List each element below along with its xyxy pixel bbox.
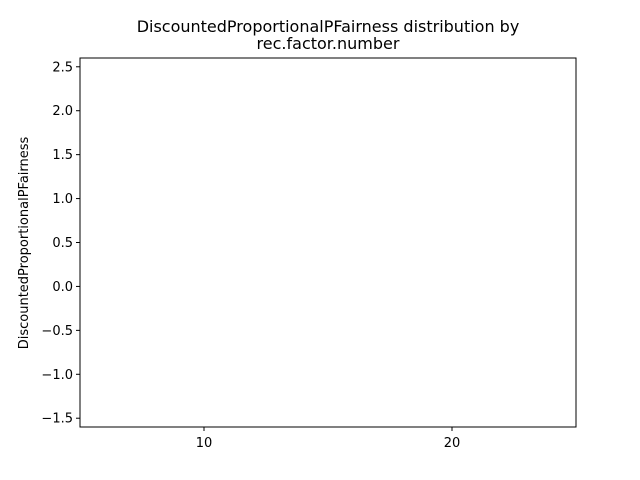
- y-tick-label: 2.0: [52, 104, 73, 119]
- y-tick-label: 1.5: [52, 148, 73, 163]
- y-tick-label: 0.5: [52, 236, 73, 251]
- x-tick-label: 20: [444, 436, 461, 451]
- y-tick-label: 2.5: [52, 60, 73, 75]
- y-ticks: −1.5 −1.0 −0.5 0.0 0.5 1.0 1.5 2.0 2.5: [41, 60, 80, 427]
- y-tick-label: 1.0: [52, 192, 73, 207]
- y-axis-label: DiscountedProportionalPFairness: [17, 136, 32, 349]
- y-tick-label: 0.0: [52, 280, 73, 295]
- x-tick-label: 10: [196, 436, 213, 451]
- y-tick-label: −0.5: [41, 324, 73, 339]
- chart-title-line-2: rec.factor.number: [257, 34, 400, 53]
- x-ticks: 10 20: [196, 427, 461, 451]
- chart-title-line-1: DiscountedProportionalPFairness distribu…: [137, 17, 520, 36]
- y-tick-label: −1.5: [41, 412, 73, 427]
- plot-area-frame: [79, 57, 577, 428]
- y-tick-label: −1.0: [41, 368, 73, 383]
